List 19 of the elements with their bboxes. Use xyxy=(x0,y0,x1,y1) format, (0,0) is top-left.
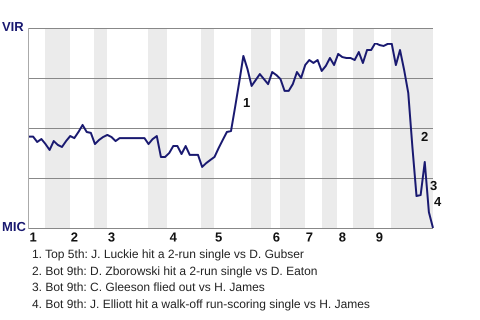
x-tick-label: 2 xyxy=(70,229,78,244)
text: VIR xyxy=(2,19,24,35)
x-tick-label: 8 xyxy=(338,229,346,244)
x-tick-label: 3 xyxy=(108,229,116,244)
text: 1. Top 5th: J. Luckie hit a 2-run single vs D. Gubser xyxy=(32,246,305,262)
text: 4 xyxy=(434,194,442,210)
annotation: 2 xyxy=(421,129,428,145)
text: MIC xyxy=(2,219,26,235)
x-tick-label: 4 xyxy=(170,229,178,244)
x-tick-label: 9 xyxy=(376,229,384,244)
text: 3. Bot 9th: C. Gleeson flied out vs H. James xyxy=(32,279,266,296)
x-tick-label: 1 xyxy=(30,229,37,244)
text: 4. Bot 9th: J. Elliott hit a walk-off run-scoring single vs H. James xyxy=(32,296,370,312)
x-tick-label: 7 xyxy=(306,229,313,244)
annotation: 3 xyxy=(430,178,438,194)
text: 2. Bot 9th: D. Zborowski hit a 2-run single vs D. Eaton xyxy=(32,262,318,279)
x-tick-label: 5 xyxy=(215,229,222,244)
annotation: 1 xyxy=(243,95,250,111)
x-tick-label: 6 xyxy=(272,229,280,244)
